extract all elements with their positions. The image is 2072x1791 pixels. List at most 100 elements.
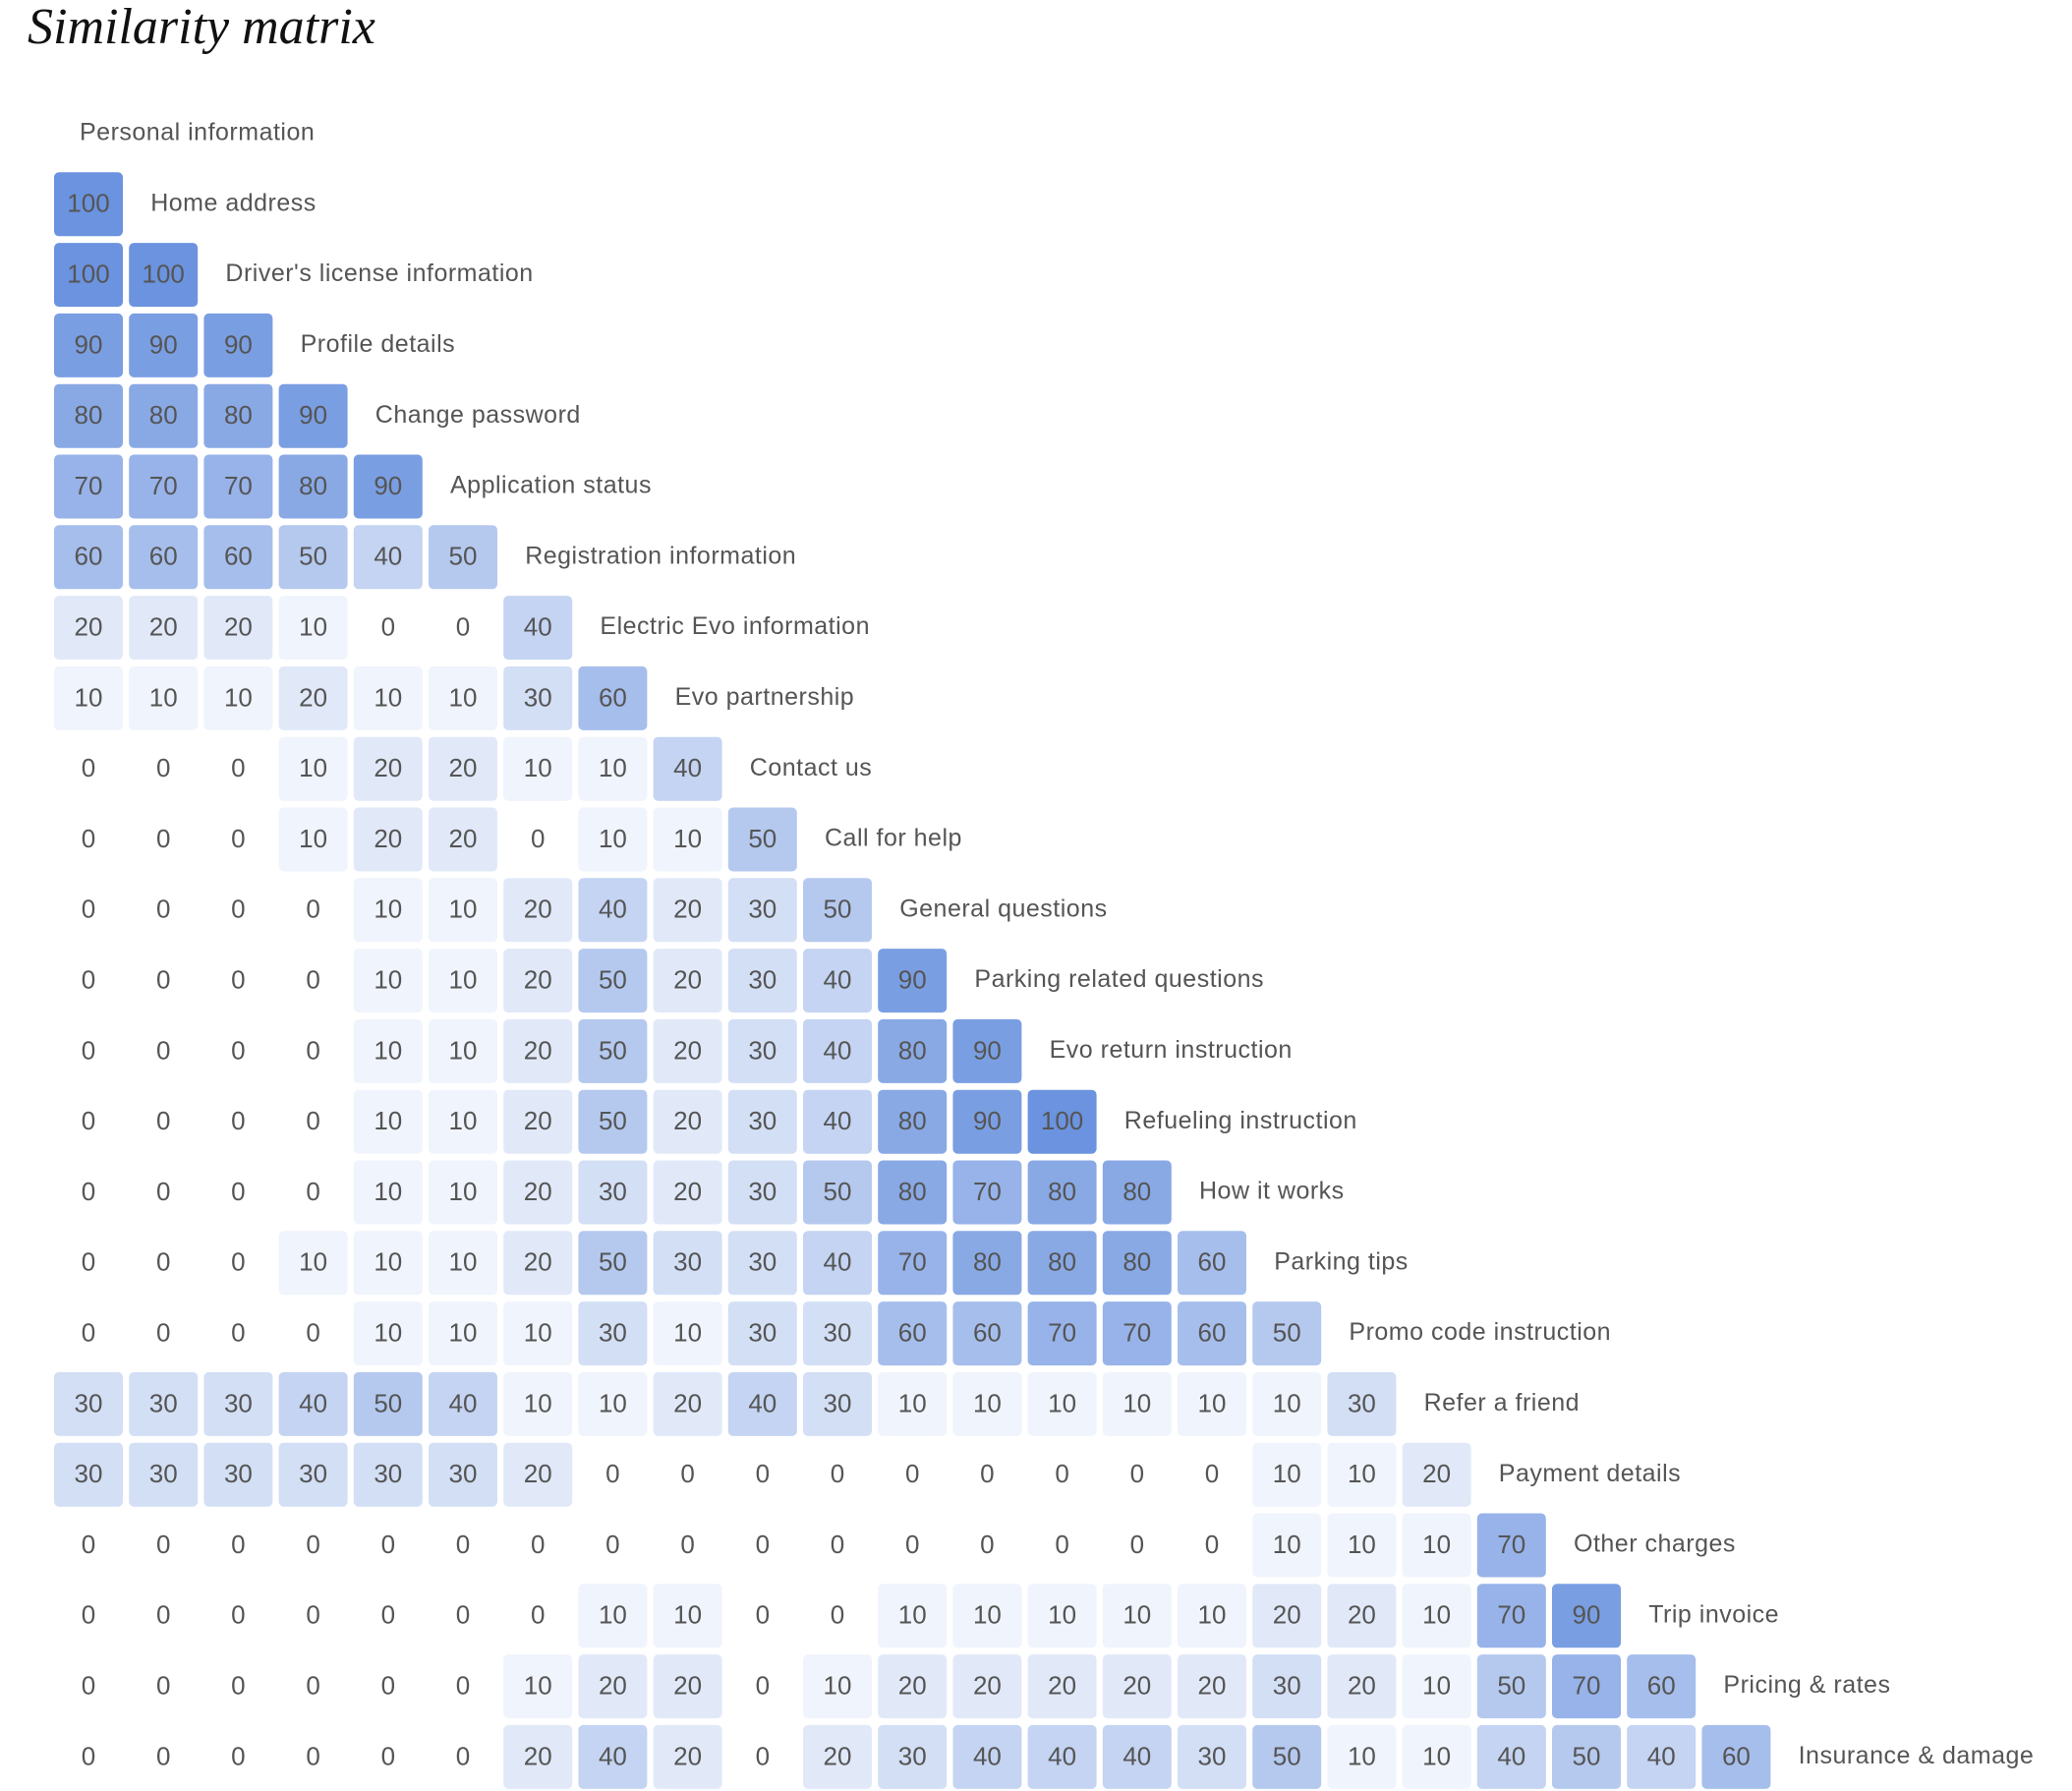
cell [203,1442,273,1507]
cell-value: 50 [599,1247,627,1277]
cell-value: 10 [1348,1530,1376,1559]
cell-value: 10 [299,611,327,641]
cell [1252,1513,1322,1578]
cell [54,1442,123,1507]
cell-value: 40 [1122,1741,1151,1770]
cell-value: 10 [449,964,478,994]
cell [278,878,348,943]
cell [54,1584,123,1648]
cell-value: 10 [1048,1600,1076,1630]
cell-value: 70 [149,471,178,500]
cell-value: 90 [299,400,327,430]
cell [803,1654,872,1719]
cell [503,807,573,872]
cell [129,807,199,872]
cell-value: 0 [82,824,95,853]
cell [1402,1513,1471,1578]
cell-value: 50 [824,1177,852,1206]
cell-value: 20 [299,682,327,712]
cell [952,1442,1022,1507]
cell [54,665,123,730]
cell [878,1160,948,1225]
cell [353,1442,423,1507]
cell-value: 10 [1122,1388,1151,1417]
cell-value: 90 [1573,1600,1601,1630]
cell-value: 30 [449,1459,478,1488]
cell-value: 0 [306,1106,319,1135]
cell-value: 0 [1055,1459,1068,1488]
cell-value: 0 [531,1600,545,1630]
cell-value: 30 [748,1317,777,1347]
cell [727,878,797,943]
cell [278,1231,348,1296]
cell-value: 0 [231,824,245,853]
cell-value: 40 [1497,1741,1525,1770]
row-label: Electric Evo information [600,612,870,640]
cell [353,1371,423,1436]
cell [803,1018,872,1083]
cell [952,1231,1022,1296]
cell-value: 30 [748,964,777,994]
cell [1102,1724,1172,1789]
cell-value: 0 [1205,1459,1219,1488]
cell [54,383,123,448]
cell [1102,1301,1172,1366]
cell [1027,1231,1097,1296]
cell [54,807,123,872]
cell [129,1654,199,1719]
cell-value: 10 [299,824,327,853]
cell-value: 0 [82,1670,95,1700]
cell-value: 20 [898,1670,927,1700]
cell-value: 0 [306,964,319,994]
cell [878,949,948,1013]
cell-value: 0 [905,1459,919,1488]
cell [1027,1654,1097,1719]
cell [653,1513,722,1578]
cell-value: 100 [67,259,109,288]
cell-value: 80 [149,400,178,430]
cell-value: 0 [231,1600,245,1630]
cell [278,596,348,661]
cell-value: 70 [75,471,103,500]
cell-value: 40 [824,1106,852,1135]
cell-value: 20 [1048,1670,1076,1700]
cell-value: 30 [824,1388,852,1417]
cell [278,1584,348,1648]
cell [1027,1442,1097,1507]
cell [203,1654,273,1719]
cell [653,1089,722,1154]
cell [203,454,273,519]
cell-value: 10 [449,1106,478,1135]
cell [129,454,199,519]
cell [1327,1584,1397,1648]
cell [129,665,199,730]
cell-value: 0 [156,1177,170,1206]
cell [653,949,722,1013]
cell [353,525,423,590]
cell [203,1513,273,1578]
cell-value: 70 [1122,1317,1151,1347]
cell-value: 60 [224,542,253,571]
cell [952,1724,1022,1789]
cell-value: 20 [673,1741,702,1770]
cell [653,1724,722,1789]
cell [503,1513,573,1578]
cell [429,1724,497,1789]
cell [1102,1654,1172,1719]
cell [203,1371,273,1436]
cell-value: 20 [524,1459,552,1488]
cell-value: 0 [306,1177,319,1206]
cell-value: 0 [756,1741,770,1770]
cell [203,1160,273,1225]
row-label: Personal information [80,119,315,146]
cell-value: 0 [156,964,170,994]
cell-value: 30 [748,1106,777,1135]
cell [1178,1231,1246,1296]
cell [878,1513,948,1578]
cell [1701,1724,1771,1789]
cell-value: 0 [756,1530,770,1559]
cell [803,1301,872,1366]
cell-value: 30 [75,1388,103,1417]
cell [129,1301,199,1366]
